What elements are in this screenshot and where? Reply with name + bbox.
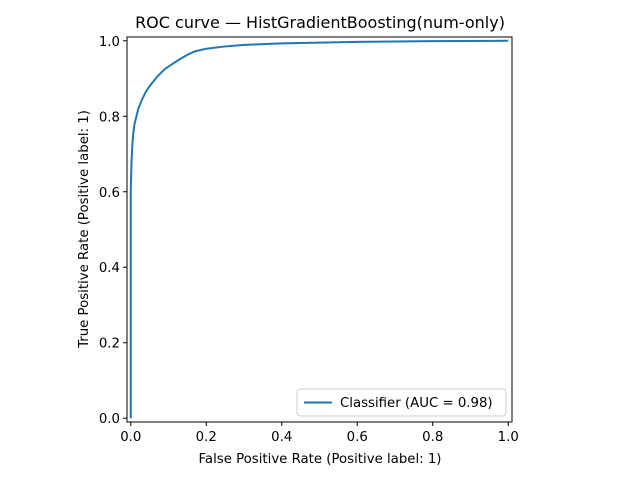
x-axis-ticks: 0.0 0.2 0.4 0.6 0.8 1.0 bbox=[120, 422, 519, 445]
legend-box bbox=[296, 388, 507, 417]
y-axis-ticks: 0.0 0.2 0.4 0.6 0.8 1.0 bbox=[99, 35, 127, 427]
y-tick-label: 0.2 bbox=[99, 337, 120, 352]
y-tick-label: 0.0 bbox=[99, 412, 120, 427]
y-tick-label: 0.4 bbox=[99, 261, 120, 276]
series-layer bbox=[129, 39, 509, 419]
chart-title: ROC curve — HistGradientBoosting(num-onl… bbox=[135, 13, 505, 32]
y-tick-label: 0.6 bbox=[99, 186, 120, 201]
legend-label: Classifier (AUC = 0.98) bbox=[340, 396, 493, 411]
y-tick-label: 1.0 bbox=[99, 35, 120, 50]
roc-curve-line bbox=[129, 39, 509, 419]
axes-frame bbox=[126, 36, 513, 423]
y-axis-label: True Positive Rate (Positive label: 1) bbox=[77, 110, 92, 349]
x-tick-label: 0.8 bbox=[422, 430, 443, 445]
x-tick-label: 0.0 bbox=[120, 430, 141, 445]
x-tick-label: 0.6 bbox=[347, 430, 368, 445]
x-tick-label: 0.2 bbox=[196, 430, 217, 445]
x-axis-label: False Positive Rate (Positive label: 1) bbox=[199, 452, 442, 467]
x-tick-label: 1.0 bbox=[498, 430, 519, 445]
y-tick-label: 0.8 bbox=[99, 110, 120, 125]
plot-area: 0.0 0.2 0.4 0.6 0.8 1.0 0.0 0.2 0.4 0.6 0.8 1.0 bbox=[99, 35, 519, 445]
legend: Classifier (AUC = 0.98) bbox=[296, 388, 507, 417]
x-tick-label: 0.4 bbox=[271, 430, 292, 445]
